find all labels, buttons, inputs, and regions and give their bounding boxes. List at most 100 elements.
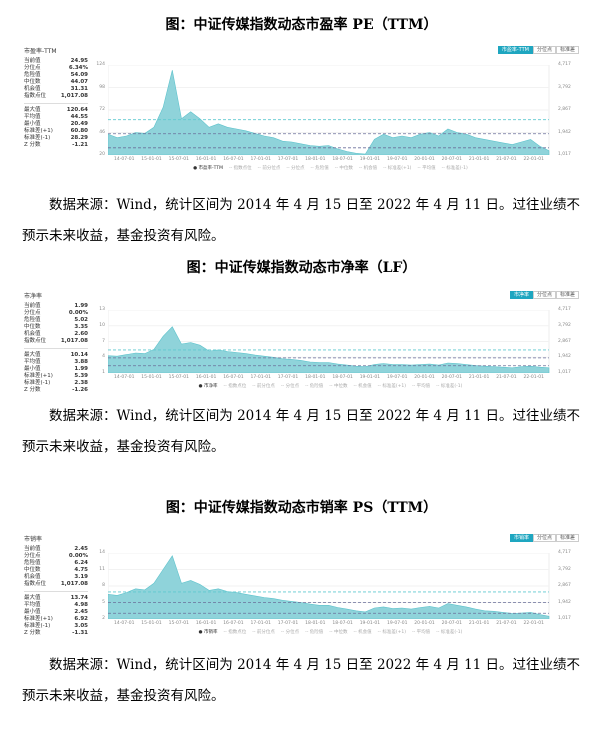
legend-item[interactable]: -- 平均值 — [411, 630, 431, 635]
tab-option[interactable]: 标准差 — [555, 291, 579, 299]
tab-option[interactable]: 标准差 — [555, 46, 579, 54]
legend-item[interactable]: -- 前分位点 — [257, 166, 281, 171]
stat-label: 机会值 — [24, 86, 41, 92]
y-tick-label: 13 — [99, 307, 105, 312]
x-tick-label: 16-07-01 — [223, 621, 244, 626]
legend-item[interactable]: -- 标准差(+1) — [383, 166, 412, 171]
legend-item[interactable]: -- 危险值 — [310, 166, 329, 171]
x-tick-label: 14-07-01 — [114, 375, 135, 380]
x-tick-label: 15-01-01 — [141, 375, 162, 380]
tab-option[interactable]: 分位点 — [532, 534, 556, 542]
x-tick-label: 17-01-01 — [250, 157, 271, 162]
stat-label: 平均值 — [24, 114, 41, 120]
x-tick-label: 20-01-01 — [414, 621, 435, 626]
legend-item[interactable]: -- 前分位点 — [252, 384, 275, 389]
legend-item[interactable]: -- 分位点 — [280, 630, 300, 635]
legend-item[interactable]: -- 分位点 — [286, 166, 305, 171]
stat-row: 指数点位 1,017.08 — [24, 581, 88, 588]
right-tick-label: 2,867 — [558, 583, 571, 588]
stat-row: 当前值 1.99 — [24, 303, 88, 310]
stat-value: 6.24 — [74, 560, 88, 566]
stat-row: 最小值 1.99 — [24, 366, 88, 373]
legend-item[interactable]: -- 中位数 — [329, 630, 348, 635]
stat-row: Z 分数 -1.21 — [24, 142, 88, 149]
stat-row: 平均值 3.88 — [24, 359, 88, 366]
stat-row: 平均值 4.98 — [24, 602, 88, 609]
chart-title-ps: 图：中证传媒指数动态市销率 PS（TTM） — [165, 500, 438, 516]
tab-市盈率-TTM[interactable]: 市盈率-TTM — [497, 46, 533, 54]
legend-item[interactable]: -- 指数点位 — [223, 384, 247, 389]
source-note: 数据来源：Wind，统计区间为 2014 年 4 月 15 日至 2022 年 … — [22, 657, 581, 704]
pe-chart: 市盈率-TTM 当前值 24.95 分位点 6.34% 危险值 54.09 中位数 44.07 机… — [22, 45, 585, 177]
stats-divider — [24, 103, 88, 104]
stat-label: 分位点 — [24, 310, 41, 316]
stats-panel: 当前值 1.99 分位点 0.00% 危险值 5.02 中位数 3.35 机会值 2.60 指数点位… — [24, 303, 88, 394]
legend-item[interactable]: -- 分位点 — [280, 384, 300, 389]
stat-label: 平均值 — [24, 359, 41, 365]
right-tick-label: 3,792 — [558, 84, 571, 90]
x-tick-label: 17-01-01 — [250, 621, 271, 626]
legend-item[interactable]: -- 标准差(-1) — [436, 384, 463, 389]
stat-row: 标准差(+1) 5.39 — [24, 373, 88, 380]
legend-item[interactable]: -- 指数点位 — [223, 630, 247, 635]
stat-row: 指数点位 1,017.08 — [24, 93, 88, 100]
view-tabs: 市销率 分位点 标准差 — [509, 534, 579, 542]
tab-option[interactable]: 标准差 — [555, 534, 579, 542]
tab-option[interactable]: 分位点 — [532, 291, 556, 299]
legend-item[interactable]: -- 标准差(-1) — [436, 630, 463, 635]
x-tick-label: 18-07-01 — [332, 621, 353, 626]
legend-item[interactable]: -- 平均值 — [417, 166, 436, 171]
stat-value: 5.02 — [74, 317, 88, 323]
x-tick-label: 19-07-01 — [387, 157, 408, 162]
legend-item[interactable]: -- 标准差(+1) — [377, 384, 406, 389]
right-tick-label: 4,717 — [558, 307, 571, 312]
y-tick-label: 10 — [99, 322, 105, 328]
stat-label: 标准差(-1) — [24, 380, 51, 386]
x-tick-label: 15-07-01 — [168, 157, 190, 162]
legend-item[interactable]: -- 平均值 — [411, 384, 431, 389]
legend-item[interactable]: -- 中位数 — [334, 166, 353, 171]
x-tick-label: 18-01-01 — [305, 157, 326, 162]
y-tick-label: 46 — [99, 129, 105, 135]
legend-item: ● 市销率 — [198, 630, 218, 635]
legend-item[interactable]: -- 前分位点 — [252, 630, 275, 635]
chart-title-pb: 图：中证传媒指数动态市净率（LF） — [186, 260, 417, 276]
y-tick-label: 124 — [96, 62, 105, 67]
legend-item[interactable]: -- 标准差(+1) — [377, 630, 406, 635]
y-tick-label: 7 — [102, 338, 105, 344]
chart-series-name: 市盈率-TTM — [24, 48, 57, 55]
stat-label: 标准差(-1) — [24, 135, 51, 141]
plot-area — [107, 64, 553, 156]
x-tick-label: 22-01-01 — [523, 157, 544, 162]
stat-label: 危险值 — [24, 72, 41, 78]
x-tick-label: 17-07-01 — [277, 157, 299, 162]
tab-市净率[interactable]: 市净率 — [509, 291, 533, 299]
series-area — [107, 326, 550, 374]
legend-item[interactable]: -- 中位数 — [329, 384, 348, 389]
legend-item[interactable]: -- 危险值 — [305, 630, 324, 635]
stat-label: 机会值 — [24, 574, 41, 580]
legend-item[interactable]: -- 指数点位 — [228, 166, 252, 171]
y-tick-label: 14 — [99, 550, 105, 555]
legend-item[interactable]: -- 机会值 — [358, 166, 378, 171]
tab-option[interactable]: 分位点 — [532, 46, 556, 54]
x-tick-label: 20-07-01 — [441, 375, 463, 380]
legend-item[interactable]: -- 标准差(-1) — [441, 166, 468, 171]
stat-value: 4.98 — [74, 602, 88, 608]
x-tick-label: 18-07-01 — [332, 375, 353, 380]
right-tick-label: 3,792 — [558, 566, 571, 572]
legend-item[interactable]: -- 机会值 — [353, 630, 372, 635]
x-tick-label: 18-01-01 — [305, 375, 326, 380]
stat-value: -1.26 — [72, 387, 88, 393]
stat-row: 最大值 120.64 — [24, 107, 88, 114]
source-note: 数据来源：Wind，统计区间为 2014 年 4 月 15 日至 2022 年 … — [22, 197, 581, 244]
stat-label: 指数点位 — [24, 93, 47, 99]
right-tick-label: 2,867 — [558, 338, 571, 344]
view-tabs: 市净率 分位点 标准差 — [509, 291, 579, 299]
stat-label: 当前值 — [24, 58, 41, 64]
legend-item[interactable]: -- 危险值 — [305, 384, 324, 389]
stat-label: 分位点 — [24, 65, 41, 71]
legend-item[interactable]: -- 机会值 — [353, 384, 372, 389]
tab-市销率[interactable]: 市销率 — [509, 534, 533, 542]
area-chart — [107, 552, 550, 620]
